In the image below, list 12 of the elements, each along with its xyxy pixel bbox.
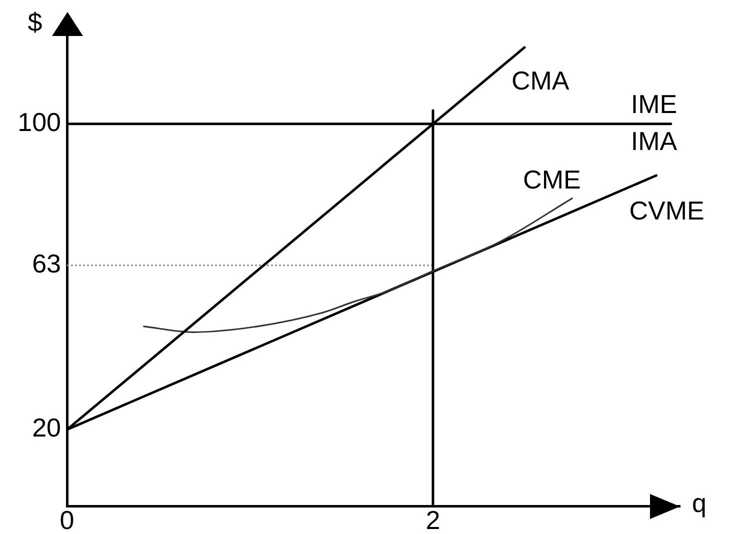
series-label: CME bbox=[523, 164, 581, 195]
y-tick-label: 100 bbox=[18, 107, 61, 138]
series-label: IME bbox=[630, 89, 678, 120]
x-tick-label: 0 bbox=[60, 504, 74, 534]
y-axis-title: $ bbox=[28, 7, 43, 38]
annotation: IMA bbox=[630, 126, 678, 156]
series-label: CVME bbox=[629, 196, 704, 226]
y-tick-label: 63 bbox=[32, 248, 61, 278]
x-tick-label: 2 bbox=[426, 504, 440, 534]
x-axis-title: q bbox=[692, 488, 706, 518]
y-tick-label: 20 bbox=[32, 412, 61, 443]
series-label: CMA bbox=[511, 66, 570, 96]
